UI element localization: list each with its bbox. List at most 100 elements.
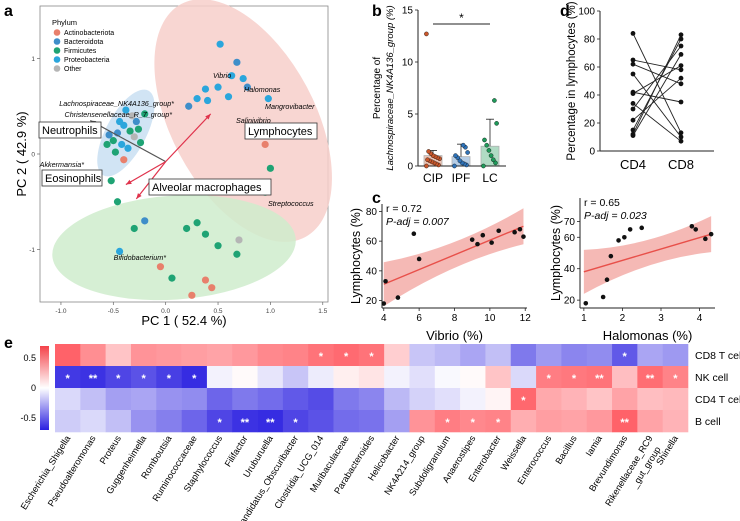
heatmap-cell xyxy=(536,344,562,367)
heatmap-cell xyxy=(586,366,613,389)
data-point-proteobacteria xyxy=(203,96,212,105)
heatmap-cell xyxy=(358,410,385,433)
heatmap-cell xyxy=(206,344,233,367)
data-point-firmicutes xyxy=(214,242,222,250)
data-point-bacteroidota xyxy=(243,83,251,91)
data-point-firmicutes xyxy=(111,148,120,156)
taxon-label: Mangrovibacter xyxy=(265,102,315,111)
data-point xyxy=(493,160,498,166)
heatmap-cell xyxy=(130,388,157,411)
heatmap-cell xyxy=(156,410,182,433)
heatmap-cell xyxy=(485,366,512,389)
heatmap-cell xyxy=(105,410,132,433)
y-tick-label: 40 xyxy=(564,264,576,275)
y-tick-label: 10 xyxy=(402,58,414,69)
paired-line xyxy=(632,73,682,138)
bacteroidota-ellipse xyxy=(97,89,155,177)
cd4-point xyxy=(630,101,636,106)
data-point-proteobacteria xyxy=(201,85,210,93)
heatmap-cell xyxy=(80,366,106,389)
paired-line xyxy=(632,34,682,135)
cd8-point xyxy=(678,63,684,68)
arrow-label-box xyxy=(41,169,103,187)
significance-marker: * xyxy=(471,417,476,429)
y-tick-label: 60 xyxy=(584,63,596,74)
cd4-point xyxy=(630,71,636,77)
data-point xyxy=(494,121,499,126)
y-axis-label: Lymphocytes (%) xyxy=(549,205,563,301)
paired-line xyxy=(632,91,682,103)
cd4-point xyxy=(630,91,636,96)
legend-label: Proteobacteria xyxy=(64,57,110,64)
data-point-bacteroidota xyxy=(233,58,241,66)
cd8-point xyxy=(678,99,684,105)
y-tick-label: 0 xyxy=(589,147,595,158)
heatmap-cell xyxy=(662,388,689,411)
panel-label-e: e xyxy=(4,335,13,352)
y-axis-label-line1: Percentage of xyxy=(372,57,383,119)
data-point xyxy=(383,278,388,284)
row-label: CD4 T cell xyxy=(695,394,740,406)
heatmap-cell xyxy=(55,366,81,389)
cd8-point xyxy=(678,32,684,38)
taxon-label: Lachnospiraceae_NK4A136_group* xyxy=(59,99,174,108)
y-axis-label: Lymphocytes (%) xyxy=(349,208,363,304)
paired-line xyxy=(632,54,682,136)
x-tick-label: 1.0 xyxy=(266,308,275,315)
paired-line xyxy=(632,63,682,85)
data-point xyxy=(460,142,466,148)
data-point-firmicutes xyxy=(107,177,115,185)
y-tick-label: 60 xyxy=(366,237,378,248)
heatmap-cell xyxy=(206,388,233,411)
data-point xyxy=(496,228,502,234)
taxon-label: Halomonas xyxy=(244,85,281,94)
heatmap-cell xyxy=(282,410,309,433)
data-point-actinobacteriota xyxy=(188,291,196,299)
legend-swatch xyxy=(53,65,61,72)
significance-marker: * xyxy=(623,351,628,363)
heatmap-cell xyxy=(384,344,410,367)
heatmap-cell xyxy=(662,410,689,433)
legend-swatch xyxy=(53,38,61,45)
y-tick-label: 100 xyxy=(578,7,595,18)
data-point xyxy=(425,157,430,163)
firmicutes-ellipse xyxy=(52,195,296,301)
loading-arrow xyxy=(125,161,166,186)
significance-marker: * xyxy=(116,373,121,385)
data-point-firmicutes xyxy=(193,219,201,227)
column-label: Proteus xyxy=(98,433,123,465)
data-point xyxy=(600,294,606,300)
heatmap-cell xyxy=(156,344,182,367)
data-point xyxy=(411,231,417,237)
cd8-point xyxy=(678,81,684,87)
significance-marker: * xyxy=(66,373,71,385)
significance-marker: ** xyxy=(266,417,275,429)
scale-tick-label: 0.5 xyxy=(23,353,36,363)
taxon-label: Streptococcus xyxy=(268,199,314,208)
column-label: Filifactor xyxy=(223,434,250,469)
data-point xyxy=(693,227,699,232)
correlation-r: r = 0.65 xyxy=(584,197,620,209)
heatmap-cell xyxy=(181,344,208,367)
significance-marker: * xyxy=(293,417,298,429)
cd4-point xyxy=(630,117,636,123)
data-point xyxy=(492,98,497,103)
heatmap-cell xyxy=(637,366,663,389)
data-point xyxy=(475,241,480,247)
significance-marker: * xyxy=(344,351,349,363)
x-axis-label: Halomonas (%) xyxy=(603,328,693,343)
loading-arrow xyxy=(165,113,212,163)
data-point xyxy=(608,253,614,259)
column-label: Bacillus xyxy=(553,433,578,465)
heatmap-cell xyxy=(257,366,284,389)
arrow-head xyxy=(205,113,211,120)
significance-marker: * xyxy=(572,373,577,385)
arrow-label-box xyxy=(38,121,102,139)
heatmap-cell xyxy=(333,344,360,367)
heatmap-cell xyxy=(434,410,461,433)
data-point xyxy=(426,149,431,154)
data-point xyxy=(627,227,633,232)
y-tick-label: 5 xyxy=(407,110,413,121)
cd4-point xyxy=(630,31,636,36)
y-tick-label: 20 xyxy=(366,296,378,307)
